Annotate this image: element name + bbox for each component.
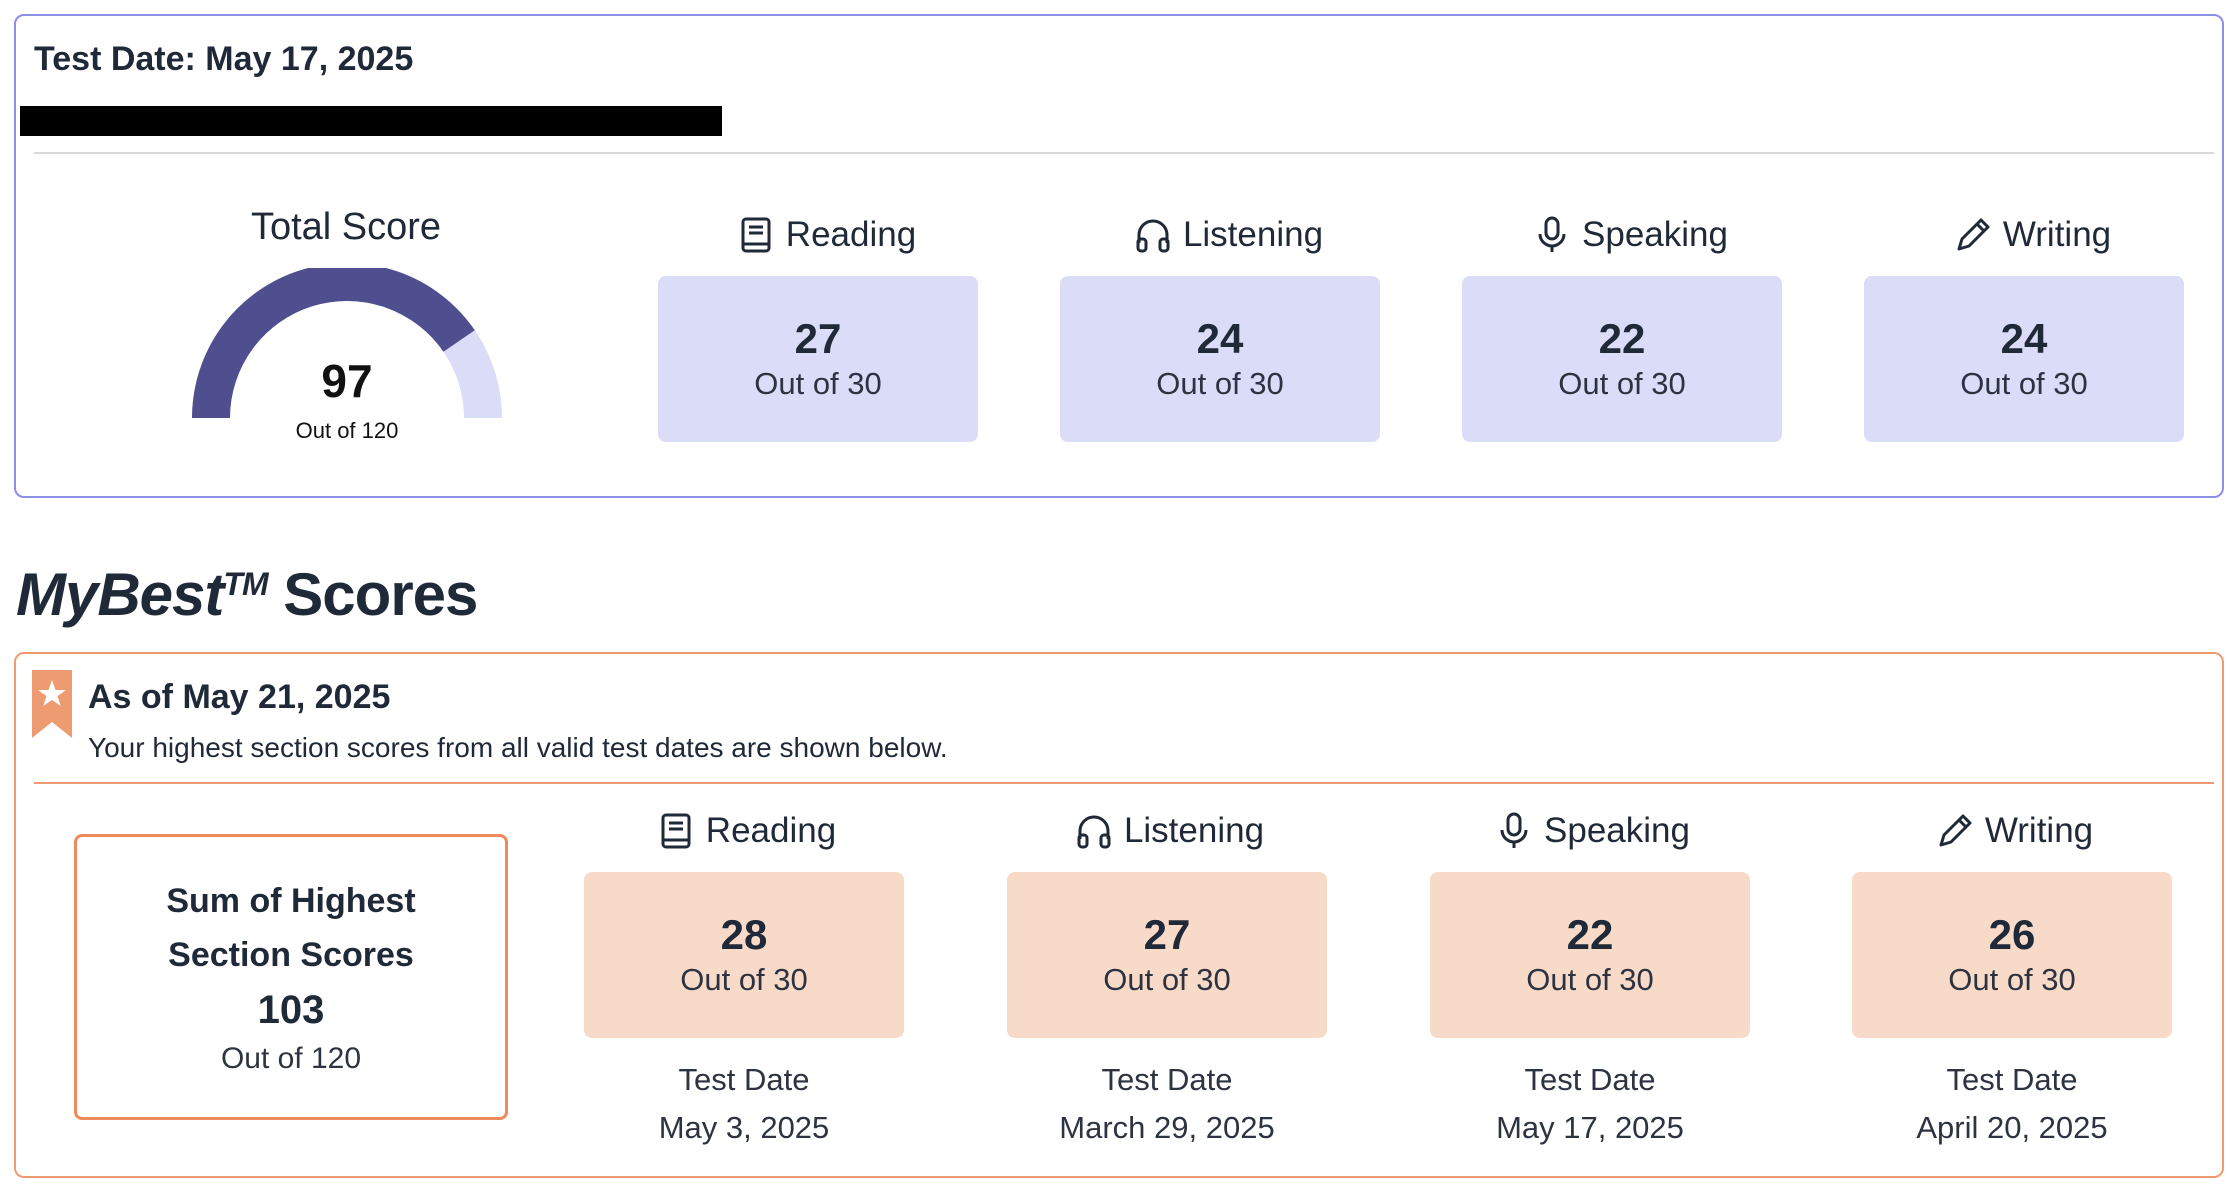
test-date-label: Test Date [678,1062,810,1097]
redacted-bar [20,106,722,136]
total-score-label: Total Score [250,206,442,248]
best-test-date-reading: Test Date May 3, 2025 [584,1056,904,1152]
section-out-of: Out of 30 [1960,366,2088,402]
mybest-scores-heading: MyBestTM Scores [16,560,478,629]
score-box-listening: 24 Out of 30 [1060,276,1380,442]
section-header-writing: Writing [1862,210,2202,260]
section-name: Speaking [1582,215,1728,254]
mybest-scores-card: As of May 21, 2025 Your highest section … [14,652,2224,1178]
total-score-gauge [192,268,502,419]
sum-value: 103 [257,988,325,1033]
best-section-header-speaking: Speaking [1432,806,1752,856]
section-score: 24 [1196,314,1244,362]
book-icon [741,217,771,253]
section-out-of: Out of 30 [1526,962,1654,998]
gauge-fill [192,268,475,419]
section-score: 24 [2000,314,2048,362]
best-score-box-writing: 26 Out of 30 [1852,872,2172,1038]
mybest-brand: MyBest [16,561,224,628]
section-score: 22 [1598,314,1646,362]
test-date-value: May 17, 2025 [1496,1110,1684,1145]
sum-highest-scores-box: Sum of Highest Section Scores 103 Out of… [74,834,508,1120]
sum-out-of: Out of 120 [220,1042,362,1076]
score-box-reading: 27 Out of 30 [658,276,978,442]
best-section-header-reading: Reading [586,806,906,856]
best-score-box-reading: 28 Out of 30 [584,872,904,1038]
test-date-value: April 20, 2025 [1916,1110,2108,1145]
mybest-word: Scores [283,561,478,628]
test-date-label: Test Date [1524,1062,1656,1097]
test-date-label: Test Date [1946,1062,2078,1097]
pencil-icon [1939,814,1972,847]
section-score: 27 [1143,910,1191,958]
best-score-box-speaking: 22 Out of 30 [1430,872,1750,1038]
best-test-date-listening: Test Date March 29, 2025 [1007,1056,1327,1152]
best-score-box-listening: 27 Out of 30 [1007,872,1327,1038]
microphone-icon [1538,216,1566,252]
total-score-out-of: Out of 120 [295,418,399,443]
section-header-listening: Listening [1058,210,1398,260]
test-date-value: May 3, 2025 [658,1110,830,1145]
section-name: Listening [1182,215,1324,254]
section-name: Writing [2002,215,2112,254]
section-out-of: Out of 30 [1948,962,2076,998]
headphones-icon [1077,815,1111,849]
book-icon [661,813,691,849]
score-box-speaking: 22 Out of 30 [1462,276,1782,442]
section-name: Reading [785,215,917,254]
total-score-value: 97 [321,355,373,407]
best-section-header-writing: Writing [1854,806,2174,856]
trademark-symbol: TM [223,566,268,602]
section-out-of: Out of 30 [680,962,808,998]
section-out-of: Out of 30 [754,366,882,402]
microphone-icon [1500,812,1528,848]
best-test-date-speaking: Test Date May 17, 2025 [1430,1056,1750,1152]
divider [34,782,2214,784]
sum-title: Sum of Highest Section Scores [166,881,416,974]
headphones-icon [1136,219,1170,253]
best-section-header-listening: Listening [1009,806,1329,856]
test-date-label: Test Date [1101,1062,1233,1097]
section-name: Reading [705,811,837,850]
section-score: 22 [1566,910,1614,958]
pencil-icon [1957,218,1990,251]
section-name: Listening [1123,811,1265,850]
section-score: 26 [1988,910,2036,958]
section-out-of: Out of 30 [1156,366,1284,402]
star-ribbon-icon [32,670,72,738]
section-score: 28 [720,910,768,958]
section-out-of: Out of 30 [1103,962,1231,998]
section-header-reading: Reading [656,210,996,260]
mybest-description: Your highest section scores from all val… [88,732,948,763]
as-of-date: As of May 21, 2025 [88,678,391,716]
section-header-speaking: Speaking [1460,210,1800,260]
test-date-title: Test Date: May 17, 2025 [34,40,414,78]
best-test-date-writing: Test Date April 20, 2025 [1852,1056,2172,1152]
section-name: Writing [1984,811,2094,850]
divider [34,152,2214,154]
score-box-writing: 24 Out of 30 [1864,276,2184,442]
test-score-card: Test Date: May 17, 2025 Total Score 97 O… [14,14,2224,498]
section-score: 27 [794,314,842,362]
section-out-of: Out of 30 [1558,366,1686,402]
test-date-value: March 29, 2025 [1059,1110,1275,1145]
section-name: Speaking [1544,811,1690,850]
